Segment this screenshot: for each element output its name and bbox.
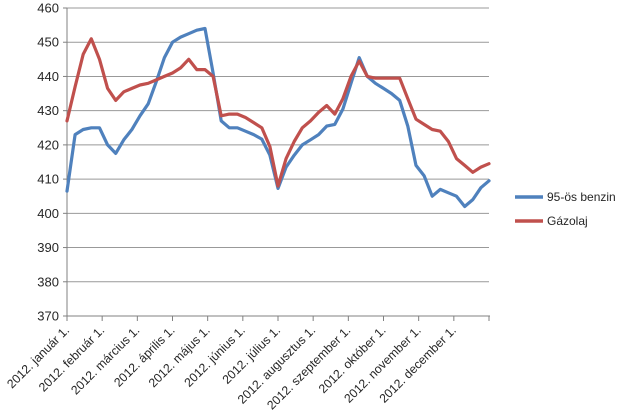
y-axis-label-410: 410 xyxy=(37,172,59,187)
legend-item-benzin: 95-ös benzin xyxy=(515,190,616,204)
y-axis-label-400: 400 xyxy=(37,206,59,221)
legend-item-gazolaj: Gázolaj xyxy=(515,214,588,228)
x-axis-label-0: 2012. január 1. xyxy=(4,323,72,391)
y-axis-label-380: 380 xyxy=(37,274,59,289)
legend-label-gazolaj: Gázolaj xyxy=(547,214,588,228)
x-axis-label-3: 2012. április 1. xyxy=(111,323,177,389)
x-axis-label-4: 2012. május 1. xyxy=(146,323,213,390)
y-axis-label-450: 450 xyxy=(37,35,59,50)
x-axis-label-5: 2012. június 1. xyxy=(181,323,247,389)
legend: 95-ös benzin Gázolaj xyxy=(515,190,616,228)
y-axis-label-430: 430 xyxy=(37,103,59,118)
y-axis-label-420: 420 xyxy=(37,137,59,152)
series-line-gazolaj xyxy=(65,37,491,188)
legend-label-benzin: 95-ös benzin xyxy=(547,190,616,204)
y-axis-label-390: 390 xyxy=(37,240,59,255)
y-axis-label-440: 440 xyxy=(37,69,59,84)
y-axis-label-460: 460 xyxy=(37,1,59,16)
series-line-benzin xyxy=(65,26,491,209)
y-axis-label-370: 370 xyxy=(37,309,59,324)
